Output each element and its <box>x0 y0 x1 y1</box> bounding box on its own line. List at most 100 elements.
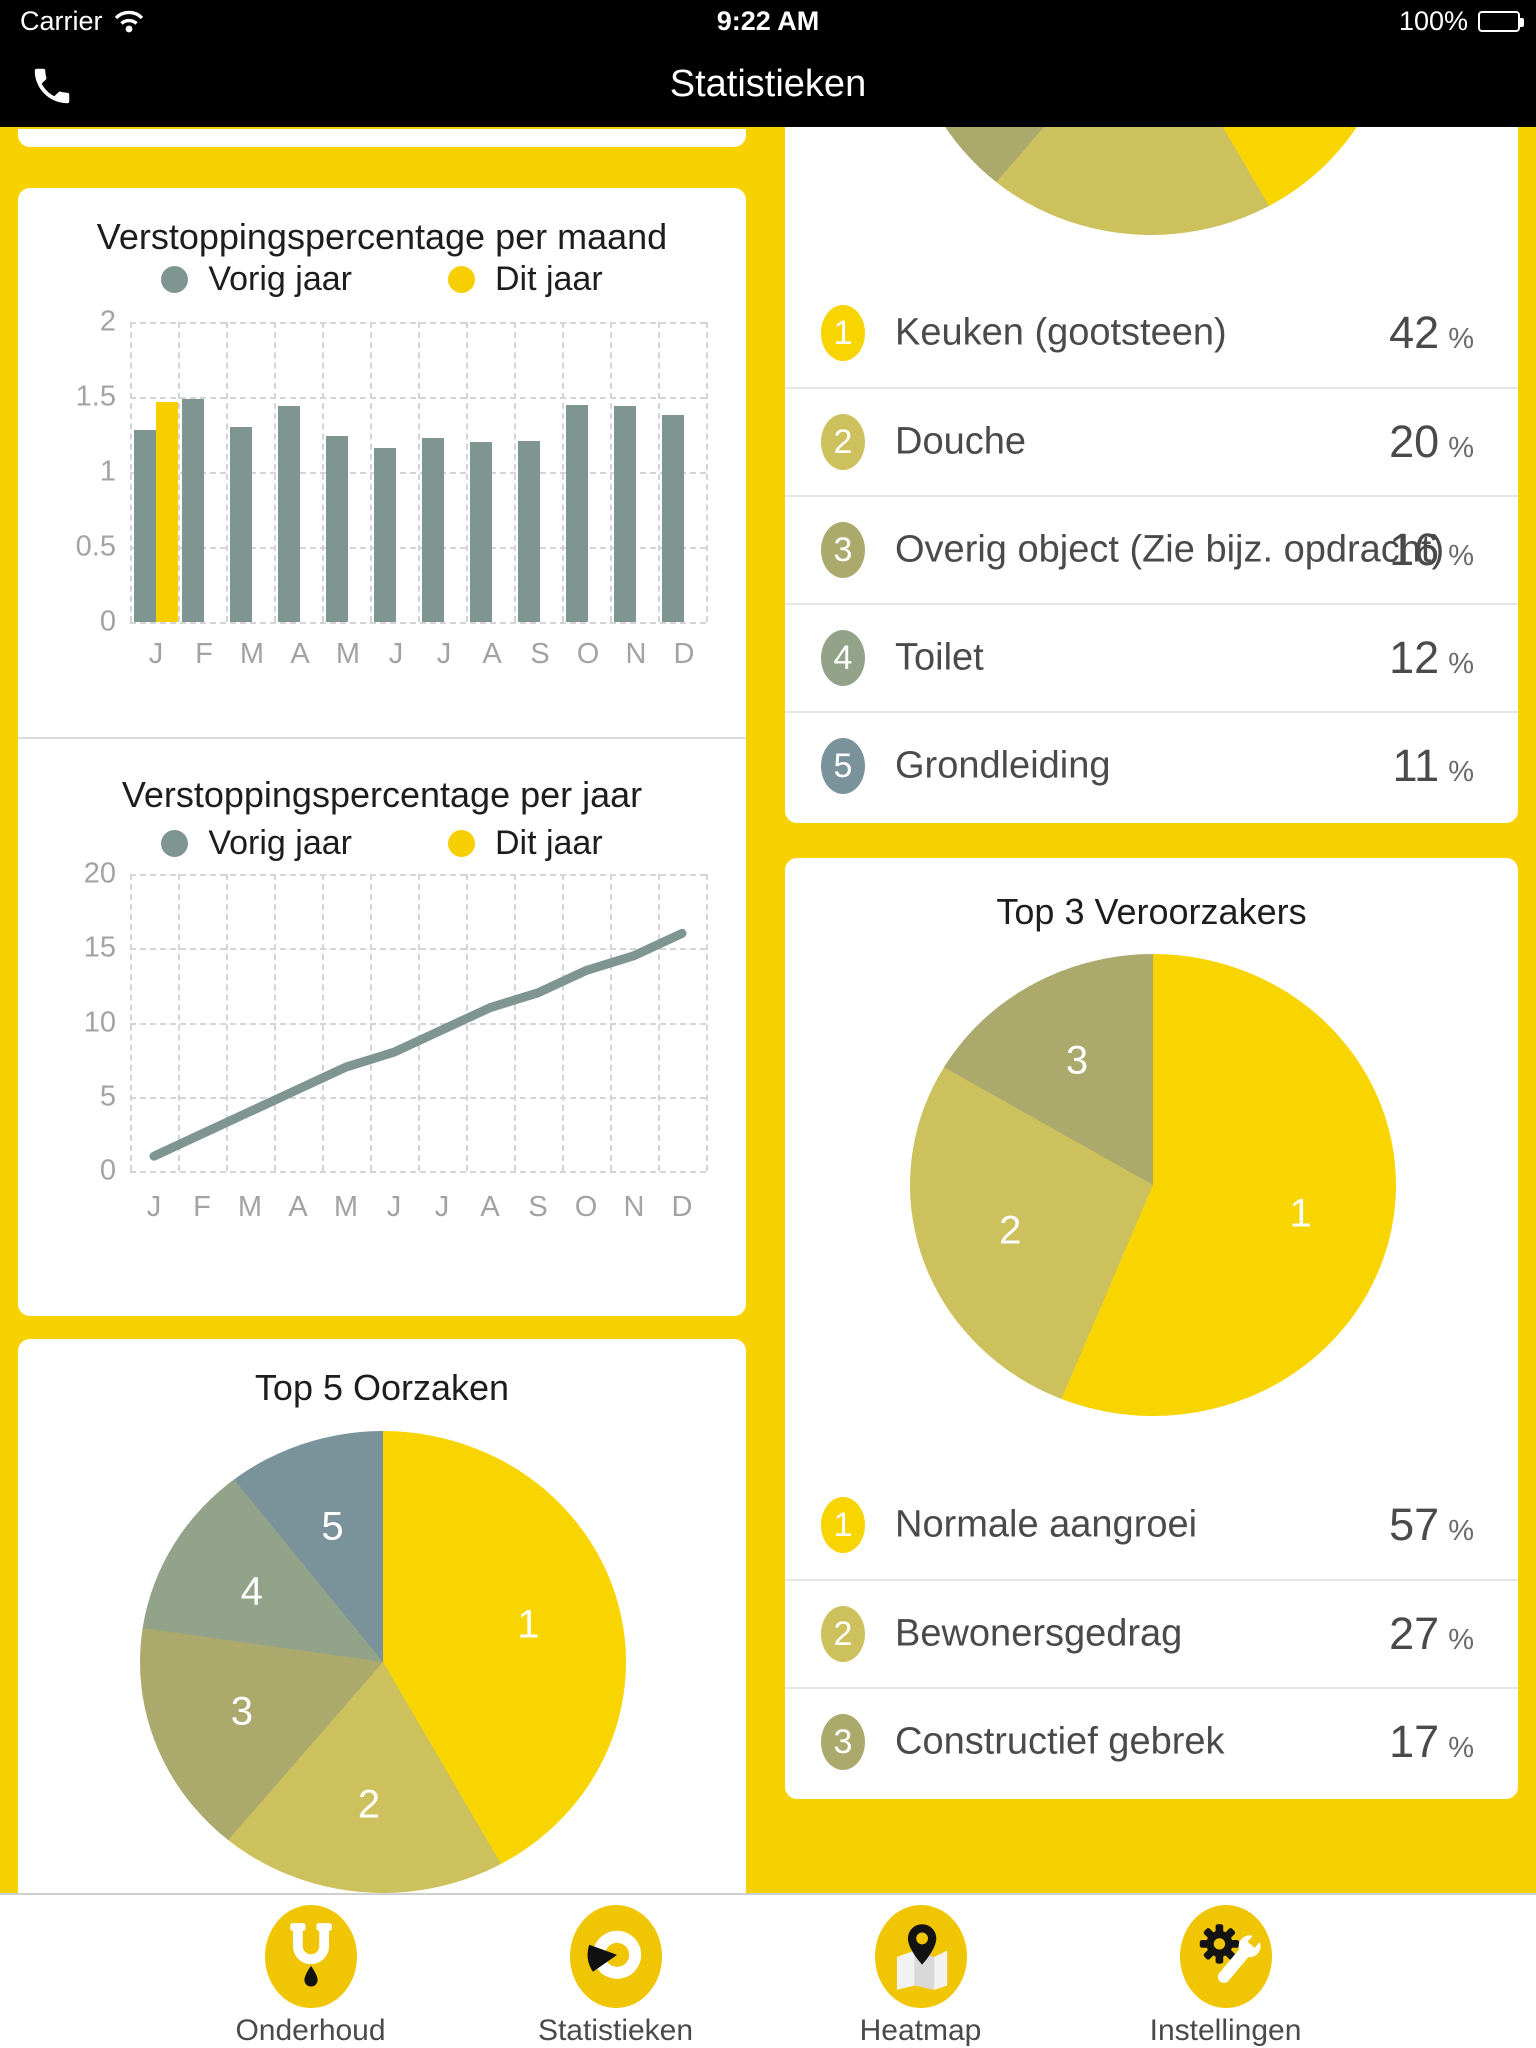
pie-slice-label: 2 <box>999 1208 1022 1253</box>
rank-badge: 1 <box>821 1497 865 1553</box>
y-tick-label: 1 <box>99 455 116 488</box>
x-tick-label: F <box>195 638 213 670</box>
tab-label: Onderhoud <box>235 2014 386 2047</box>
tab-statistieken[interactable]: Statistieken <box>536 1905 696 2048</box>
gridline <box>130 322 706 324</box>
percent-sign: % <box>1448 540 1474 572</box>
pie-slice-label: 5 <box>321 1504 344 1549</box>
legend-label: Vorig jaar <box>208 824 352 862</box>
pie-slice-label: 1 <box>1289 1191 1312 1236</box>
wifi-icon <box>113 9 145 33</box>
item-label: Douche <box>895 420 1026 463</box>
x-tick-label: A <box>290 638 310 670</box>
item-label: Toilet <box>895 636 984 679</box>
x-tick-label: F <box>193 1191 211 1223</box>
pie-slice-label: 2 <box>357 1782 381 1827</box>
gridline <box>130 547 706 549</box>
item-percentage: 12% <box>1389 632 1474 684</box>
rank-badge: 4 <box>821 630 865 686</box>
item-percentage: 17% <box>1389 1716 1474 1768</box>
item-label: Normale aangroei <box>895 1503 1198 1546</box>
trend-line <box>149 928 687 1161</box>
percent-value: 42 <box>1389 307 1440 358</box>
bar-vorig-jaar <box>182 398 204 622</box>
item-label: Grondleiding <box>895 744 1111 787</box>
item-percentage: 11% <box>1392 740 1474 792</box>
battery-percent: 100% <box>1398 5 1468 36</box>
objects-pie-partial <box>908 127 1394 235</box>
legend-label: Dit jaar <box>494 260 603 298</box>
percent-value: 57 <box>1389 1499 1440 1550</box>
rank-badge: 2 <box>821 1606 865 1662</box>
percent-sign: % <box>1448 432 1474 464</box>
top3-list: 1 Normale aangroei 57% 2 Bewonersgedrag 27% 3 C… <box>785 1471 1518 1795</box>
x-tick-label: M <box>333 1191 359 1223</box>
x-tick-label: S <box>528 1191 548 1223</box>
y-tick-label: 20 <box>83 857 116 890</box>
x-tick-label: D <box>671 1191 693 1223</box>
x-tick-label: O <box>576 638 600 670</box>
list-item: 4 Toilet 12% <box>785 603 1518 711</box>
objects-list: 1 Keuken (gootsteen) 42% 2 Douche 20% 3 Overig … <box>785 279 1518 819</box>
list-item: 2 Douche 20% <box>785 387 1518 495</box>
percent-value: 27 <box>1389 1608 1440 1659</box>
list-item: 3 Constructief gebrek 17% <box>785 1687 1518 1795</box>
pie-chart-icon <box>569 1905 662 2008</box>
pie-slice-label: 4 <box>240 1569 263 1614</box>
tab-bar: Onderhoud Statistieken <box>0 1893 1536 2048</box>
dashboard-content: Verstoppingspercentage per maand Vorig j… <box>0 127 1536 1893</box>
phone-icon <box>29 63 75 109</box>
partial-card-top <box>18 129 746 147</box>
rank-badge: 3 <box>821 1714 865 1770</box>
y-tick-label: 0.5 <box>75 530 116 563</box>
x-tick-label: M <box>239 638 265 670</box>
top5-oorzaken-card: Top 5 Oorzaken 1 2 3 4 5 <box>18 1339 746 1893</box>
phone-button[interactable] <box>26 60 78 112</box>
gear-wrench-icon <box>1179 1905 1272 2008</box>
bar-vorig-jaar <box>230 427 252 622</box>
card-divider <box>18 737 746 739</box>
item-percentage: 57% <box>1389 1499 1474 1551</box>
y-tick-label: 0 <box>99 1154 116 1187</box>
item-percentage: 16% <box>1389 524 1474 576</box>
legend-dot-dit <box>447 830 475 857</box>
tab-instellingen[interactable]: Instellingen <box>1146 1905 1306 2048</box>
percent-sign: % <box>1448 756 1474 788</box>
line-plot: 20 15 10 5 0 J F M A M J J A S O N D <box>18 738 746 1316</box>
x-tick-label: J <box>146 1191 162 1223</box>
status-bar: Carrier 9:22 AM 100% <box>0 0 1536 42</box>
rank-badge: 2 <box>821 414 865 470</box>
bar-vorig-jaar <box>518 440 540 622</box>
x-tick-label: M <box>237 1191 263 1223</box>
x-tick-label: J <box>148 638 164 670</box>
item-percentage: 20% <box>1389 416 1474 468</box>
bar-vorig-jaar <box>422 437 444 622</box>
gridline <box>130 622 706 624</box>
bar-vorig-jaar <box>278 406 300 622</box>
y-tick-label: 10 <box>83 1006 116 1038</box>
legend-dot-vorig <box>161 830 189 857</box>
yearly-line-chart: Verstoppingspercentage per jaar Vorig ja… <box>18 738 746 1316</box>
x-tick-label: N <box>623 1191 645 1223</box>
x-tick-label: N <box>625 638 647 670</box>
bar-vorig-jaar <box>566 404 588 622</box>
percent-sign: % <box>1448 1624 1474 1656</box>
bar-vorig-jaar <box>662 415 684 622</box>
list-item: 2 Bewonersgedrag 27% <box>785 1579 1518 1687</box>
x-tick-label: J <box>388 638 404 670</box>
x-tick-label: J <box>386 1191 402 1223</box>
tab-onderhoud[interactable]: Onderhoud <box>231 1905 391 2048</box>
legend-label: Vorig jaar <box>208 260 352 298</box>
chart-title: Verstoppingspercentage per maand <box>96 216 668 257</box>
monthly-bar-chart: Verstoppingspercentage per maand Vorig j… <box>18 188 746 738</box>
tab-label: Heatmap <box>859 2014 982 2047</box>
bar-vorig-jaar <box>614 406 636 622</box>
x-tick-label: O <box>574 1191 598 1223</box>
rank-badge: 3 <box>821 522 865 578</box>
tab-heatmap[interactable]: Heatmap <box>841 1905 1001 2048</box>
bar-vorig-jaar <box>374 448 396 622</box>
gridline <box>130 874 706 876</box>
y-tick-label: 15 <box>83 931 116 964</box>
gridline <box>130 1171 706 1173</box>
